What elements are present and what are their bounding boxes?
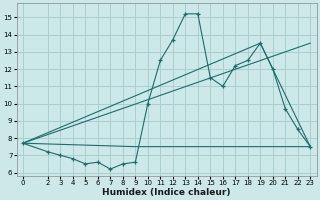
X-axis label: Humidex (Indice chaleur): Humidex (Indice chaleur) <box>102 188 231 197</box>
